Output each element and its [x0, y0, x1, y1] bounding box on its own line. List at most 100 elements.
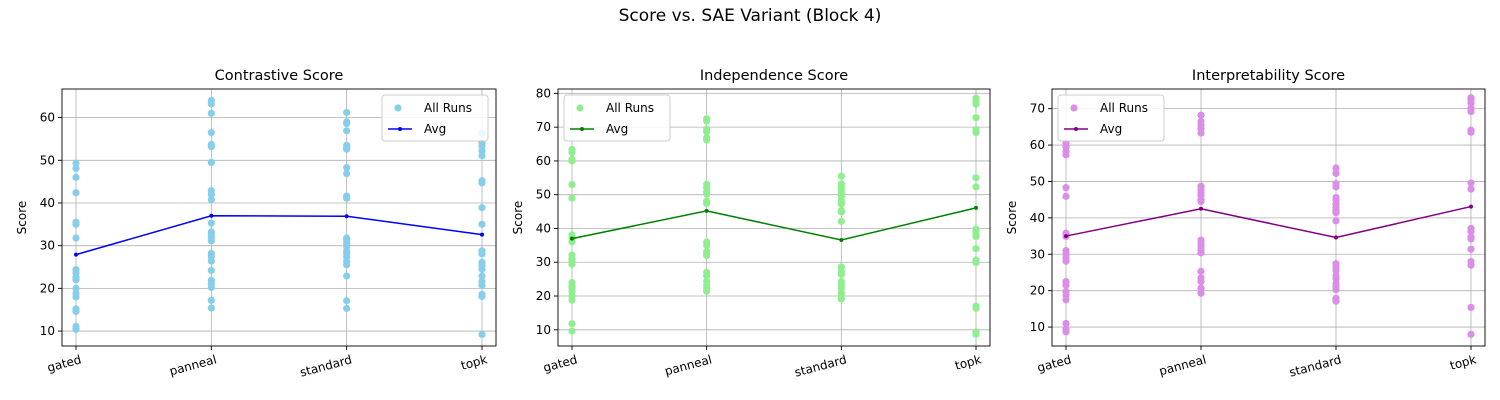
avg-marker [344, 214, 349, 219]
data-point [1467, 107, 1475, 116]
y-axis-label: Score [15, 201, 29, 235]
data-point [478, 146, 486, 155]
legend-label-runs: All Runs [606, 101, 654, 115]
data-point [1467, 227, 1475, 235]
data-point [1467, 330, 1475, 338]
data-point [1197, 249, 1205, 257]
y-tick-label: 30 [1030, 247, 1045, 261]
data-point [478, 220, 486, 228]
data-point [703, 199, 711, 208]
figure-suptitle: Score vs. SAE Variant (Block 4) [618, 6, 882, 26]
x-tick-label: topk [459, 352, 488, 372]
axes-frame [61, 88, 497, 347]
data-point [703, 117, 711, 125]
data-point [72, 173, 80, 181]
data-point [972, 330, 980, 338]
data-point [207, 237, 215, 245]
data-point [972, 183, 980, 191]
data-point [568, 180, 576, 189]
data-point [1332, 169, 1340, 178]
data-point [837, 270, 845, 279]
data-point [72, 307, 80, 316]
data-point [207, 143, 215, 151]
legend-marker-runs [394, 104, 402, 112]
x-tick-label: standard [298, 352, 353, 379]
data-point [1197, 277, 1205, 286]
data-point [478, 250, 486, 258]
y-tick-label: 60 [40, 111, 55, 125]
data-point [972, 128, 980, 137]
avg-line [75, 215, 483, 256]
data-point [1197, 129, 1205, 137]
data-point [343, 119, 351, 128]
data-point [972, 174, 980, 182]
data-point [568, 157, 576, 165]
data-point [343, 194, 351, 202]
y-tick-label: 20 [40, 281, 55, 295]
y-tick-label: 80 [536, 86, 551, 100]
data-point [972, 245, 980, 253]
data-point [1197, 289, 1205, 297]
data-point [568, 238, 576, 246]
data-point [972, 258, 980, 267]
y-tick-label: 60 [536, 154, 551, 168]
data-point [478, 204, 486, 212]
data-point [207, 195, 215, 204]
data-point [72, 276, 80, 284]
data-point [478, 272, 486, 280]
avg-marker [839, 237, 844, 242]
y-tick-label: 30 [40, 239, 55, 253]
data-point [207, 190, 215, 199]
data-point [1332, 217, 1340, 225]
data-point [1332, 297, 1340, 305]
y-tick-label: 40 [40, 196, 55, 210]
x-tick-label: panneal [1158, 352, 1208, 378]
chart-title: Independence Score [700, 68, 848, 84]
data-point [1197, 284, 1205, 292]
data-point [72, 159, 80, 167]
data-point [1467, 261, 1475, 269]
y-tick-label: 10 [40, 324, 55, 338]
chart-panel-3: 10 20 30 40 50 60 70 gated panneal standard topk In… [1005, 68, 1486, 380]
data-point [1332, 209, 1340, 217]
data-point [207, 128, 215, 137]
legend-marker-avg [1074, 127, 1078, 131]
data-point [343, 169, 351, 178]
legend-label-avg: Avg [606, 122, 628, 136]
chart-panel-2: 10 20 30 40 50 60 70 80 gated panneal standard topk… [511, 68, 991, 380]
data-point [1062, 281, 1070, 289]
data-point [837, 217, 845, 225]
avg-marker [1199, 206, 1203, 211]
y-tick-label: 60 [1030, 138, 1045, 152]
avg-marker [704, 208, 709, 213]
data-point [703, 287, 711, 295]
y-tick-label: 50 [40, 153, 55, 167]
data-point [207, 257, 215, 265]
data-point [1062, 184, 1070, 192]
data-point [568, 327, 576, 335]
data-point [837, 295, 845, 303]
data-point [207, 296, 215, 304]
data-point [343, 108, 351, 117]
chart-panel-1: 10 20 30 40 50 60 gated panneal standard topk Cont… [15, 68, 497, 380]
y-tick-label: 50 [536, 188, 551, 202]
data-point [703, 241, 711, 249]
data-point [72, 325, 80, 333]
x-tick-label: gated [46, 352, 83, 375]
x-tick-label: panneal [663, 352, 713, 378]
data-point [1467, 128, 1475, 136]
data-point [207, 100, 215, 108]
legend-marker-runs [1070, 104, 1078, 112]
x-tick-label: standard [793, 352, 848, 379]
data-point [568, 320, 576, 328]
data-point [703, 128, 711, 136]
y-tick-label: 30 [536, 255, 551, 269]
y-tick-label: 10 [1030, 320, 1045, 334]
data-point [703, 272, 711, 280]
data-point [207, 283, 215, 292]
chart-title: Interpretability Score [1192, 68, 1345, 84]
legend: All Runs Avg [381, 94, 489, 142]
legend-marker-avg [580, 127, 584, 131]
data-point [72, 164, 80, 173]
